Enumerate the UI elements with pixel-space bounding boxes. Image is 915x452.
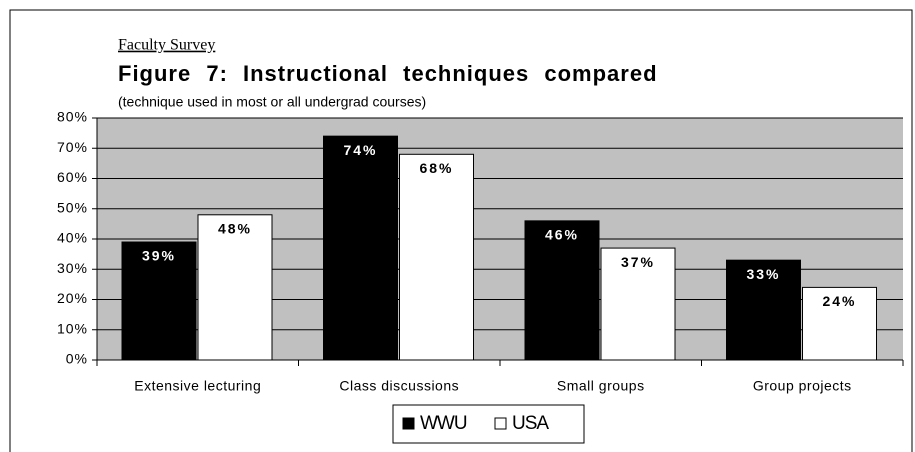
chart-subtitle: (technique used in most or all undergrad… [118, 94, 426, 110]
bar [726, 259, 801, 361]
bar [802, 286, 877, 361]
legend-label: USA [512, 413, 549, 434]
x-tick-label: Small groups [557, 378, 645, 394]
x-tick-label: Extensive lecturing [134, 378, 261, 394]
y-tick-label: 40% [57, 230, 88, 246]
value-label: 33% [746, 266, 780, 282]
value-label: 74% [343, 142, 377, 158]
bar [524, 220, 600, 361]
y-tick-label: 60% [57, 169, 88, 185]
bar [121, 241, 197, 361]
y-tick-label: 10% [57, 320, 88, 336]
y-tick-label: 50% [57, 199, 88, 215]
value-label: 39% [142, 248, 176, 264]
y-tick-label: 30% [57, 260, 88, 276]
legend-swatch [402, 417, 415, 430]
y-tick-label: 20% [57, 290, 88, 306]
legend-swatch [494, 417, 507, 430]
x-tick-label: Class discussions [339, 378, 459, 394]
legend [392, 404, 585, 444]
y-tick-label: 70% [57, 139, 88, 155]
chart-title: Figure 7: Instructional techniques compa… [118, 61, 658, 86]
x-tick-label: Group projects [753, 378, 852, 394]
bar [197, 214, 273, 361]
chart-kicker: Faculty Survey [118, 37, 215, 54]
value-label: 37% [621, 254, 655, 270]
y-tick-label: 0% [66, 351, 88, 367]
value-label: 46% [545, 227, 579, 243]
y-tick-label: 80% [57, 109, 88, 125]
frame [9, 9, 913, 452]
bar [600, 247, 676, 361]
legend-label: WWU [420, 413, 467, 434]
value-label: 68% [419, 160, 453, 176]
bar [399, 153, 474, 361]
value-label: 24% [822, 293, 856, 309]
bar [323, 135, 398, 361]
value-label: 48% [218, 221, 252, 237]
